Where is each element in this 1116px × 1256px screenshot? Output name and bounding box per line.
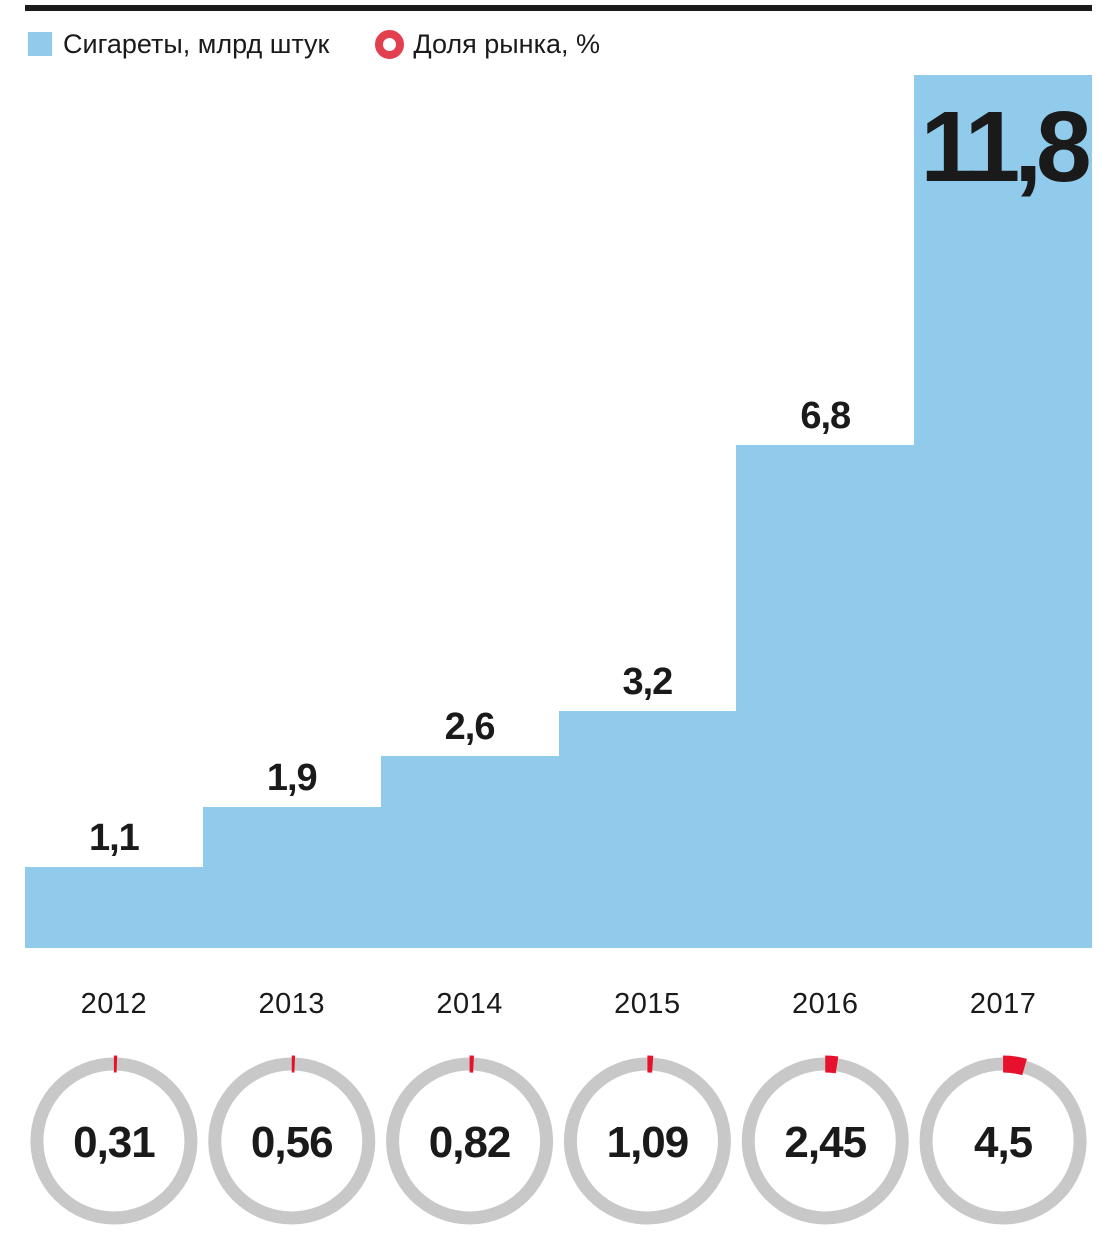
cigarettes-legend-label: Сигареты, млрд штук — [63, 29, 330, 59]
bar-value-label-2016: 6,8 — [800, 394, 851, 437]
bar-value-label-2015: 3,2 — [622, 661, 673, 704]
ring-share-arc — [917, 1055, 1089, 1227]
share-value-label-2013: 0,56 — [251, 1118, 333, 1167]
market-share-legend-label: Доля рынка, % — [413, 29, 601, 59]
bar-value-label-2012: 1,1 — [88, 816, 140, 859]
bar-value-label-2013: 1,9 — [266, 757, 318, 800]
share-ring-2017: 4,5 — [917, 1055, 1089, 1227]
share-ring-2014: 0,82 — [384, 1055, 556, 1227]
year-label-2016: 2016 — [791, 988, 859, 1020]
bar-2015 — [558, 711, 738, 948]
share-ring-2016: 2,45 — [739, 1055, 911, 1227]
year-label-2015: 2015 — [614, 988, 681, 1020]
year-label-2017: 2017 — [969, 988, 1037, 1020]
year-label-2012: 2012 — [80, 988, 148, 1020]
share-value-label-2015: 1,09 — [607, 1118, 689, 1167]
share-ring-2013: 0,56 — [206, 1055, 378, 1227]
year-label-2013: 2013 — [258, 988, 326, 1020]
market-share-rings: 0,31 0,56 0,82 1,09 2,45 4,5 — [28, 1055, 1089, 1227]
share-value-label-2014: 0,82 — [429, 1118, 511, 1167]
top-rule — [25, 5, 1092, 11]
ring-share-arc — [561, 1055, 733, 1227]
ring-share-arc — [384, 1055, 556, 1227]
bar-value-label-2017: 11,8 — [920, 91, 1092, 203]
ring-share-arc — [739, 1055, 911, 1227]
step-bar-chart — [25, 75, 1092, 948]
blue-square-swatch-icon — [28, 32, 52, 56]
bar-2014 — [380, 755, 560, 948]
bar-2012 — [25, 866, 204, 948]
share-value-label-2016: 2,45 — [784, 1118, 866, 1167]
share-value-label-2012: 0,31 — [73, 1118, 155, 1167]
share-value-label-2017: 4,5 — [974, 1118, 1033, 1167]
year-label-2014: 2014 — [436, 988, 503, 1020]
legend: Сигареты, млрд штук Доля рынка, % — [28, 28, 600, 60]
bar-2017 — [914, 75, 1092, 948]
legend-item-market-share: Доля рынка, % — [375, 29, 600, 59]
legend-item-cigarettes: Сигареты, млрд штук — [28, 29, 329, 59]
ring-share-arc — [206, 1055, 378, 1227]
bar-2016 — [736, 444, 916, 948]
share-ring-2015: 1,09 — [561, 1055, 733, 1227]
red-ring-icon — [375, 29, 405, 59]
ring-share-arc — [28, 1055, 200, 1227]
share-ring-2012: 0,31 — [28, 1055, 200, 1227]
bar-2013 — [202, 807, 382, 948]
bar-value-label-2014: 2,6 — [444, 705, 496, 748]
